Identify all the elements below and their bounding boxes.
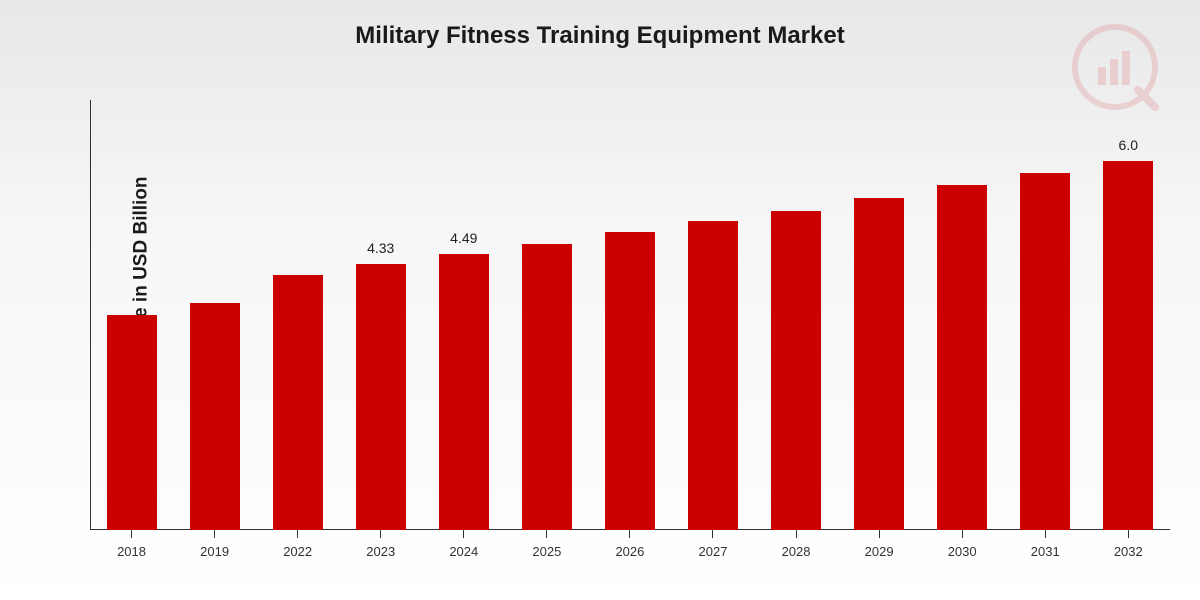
bar bbox=[605, 232, 655, 530]
x-tick-label: 2019 bbox=[200, 544, 229, 559]
bar-wrap: 6.0 bbox=[1087, 137, 1170, 530]
tick-mark bbox=[796, 530, 797, 538]
x-tick-label: 2031 bbox=[1031, 544, 1060, 559]
bar bbox=[356, 264, 406, 530]
x-tick-label: 2030 bbox=[948, 544, 977, 559]
bar bbox=[107, 315, 157, 530]
bar-value-label: 4.49 bbox=[450, 230, 477, 248]
x-tick-label: 2023 bbox=[366, 544, 395, 559]
bars-container: 4.33 4.49 6.0 bbox=[90, 100, 1170, 530]
x-tick: 2023 bbox=[339, 530, 422, 559]
x-tick: 2018 bbox=[90, 530, 173, 559]
bar bbox=[522, 244, 572, 530]
tick-mark bbox=[463, 530, 464, 538]
bar-wrap bbox=[256, 251, 339, 530]
x-tick: 2025 bbox=[505, 530, 588, 559]
bar-value-label: 4.33 bbox=[367, 240, 394, 258]
x-tick: 2028 bbox=[755, 530, 838, 559]
bar-wrap bbox=[671, 197, 754, 530]
tick-mark bbox=[1128, 530, 1129, 538]
bar bbox=[854, 198, 904, 530]
x-tick: 2027 bbox=[671, 530, 754, 559]
tick-mark bbox=[214, 530, 215, 538]
x-tick: 2031 bbox=[1004, 530, 1087, 559]
tick-mark bbox=[629, 530, 630, 538]
tick-mark bbox=[879, 530, 880, 538]
bar bbox=[1020, 173, 1070, 531]
bar-wrap bbox=[921, 161, 1004, 530]
x-tick-label: 2028 bbox=[782, 544, 811, 559]
bar-wrap: 4.33 bbox=[339, 240, 422, 530]
x-tick: 2024 bbox=[422, 530, 505, 559]
plot-area: 4.334.496.0 2018201920222023202420252026… bbox=[90, 100, 1170, 530]
x-tick-label: 2018 bbox=[117, 544, 146, 559]
chart-title: Military Fitness Training Equipment Mark… bbox=[0, 22, 1200, 50]
x-tick-label: 2029 bbox=[865, 544, 894, 559]
tick-mark bbox=[297, 530, 298, 538]
x-tick: 2019 bbox=[173, 530, 256, 559]
bar-wrap bbox=[588, 208, 671, 530]
bar-value-label: 6.0 bbox=[1119, 137, 1138, 155]
x-ticks-container: 2018 2019 2022 2023 2024 2025 2026 2027 2028 2029… bbox=[90, 530, 1170, 559]
bar bbox=[771, 211, 821, 530]
bar-wrap: 4.49 bbox=[422, 230, 505, 530]
tick-mark bbox=[712, 530, 713, 538]
bar-wrap bbox=[90, 291, 173, 530]
x-tick: 2030 bbox=[921, 530, 1004, 559]
x-tick: 2026 bbox=[588, 530, 671, 559]
x-tick-label: 2022 bbox=[283, 544, 312, 559]
bar-wrap bbox=[1004, 149, 1087, 531]
bar bbox=[439, 254, 489, 530]
x-tick-label: 2024 bbox=[449, 544, 478, 559]
x-tick-label: 2026 bbox=[615, 544, 644, 559]
bar bbox=[273, 275, 323, 530]
tick-mark bbox=[1045, 530, 1046, 538]
bar-wrap bbox=[505, 220, 588, 530]
x-tick-label: 2027 bbox=[699, 544, 728, 559]
bar-wrap bbox=[838, 174, 921, 530]
x-tick: 2032 bbox=[1087, 530, 1170, 559]
bar bbox=[1103, 161, 1153, 530]
bar bbox=[688, 221, 738, 530]
bar-wrap bbox=[755, 187, 838, 530]
tick-mark bbox=[546, 530, 547, 538]
x-tick: 2022 bbox=[256, 530, 339, 559]
tick-mark bbox=[131, 530, 132, 538]
bar-wrap bbox=[173, 279, 256, 530]
x-tick-label: 2032 bbox=[1114, 544, 1143, 559]
x-tick: 2029 bbox=[838, 530, 921, 559]
tick-mark bbox=[962, 530, 963, 538]
tick-mark bbox=[380, 530, 381, 538]
bar bbox=[190, 303, 240, 530]
x-tick-label: 2025 bbox=[532, 544, 561, 559]
bar bbox=[937, 185, 987, 530]
